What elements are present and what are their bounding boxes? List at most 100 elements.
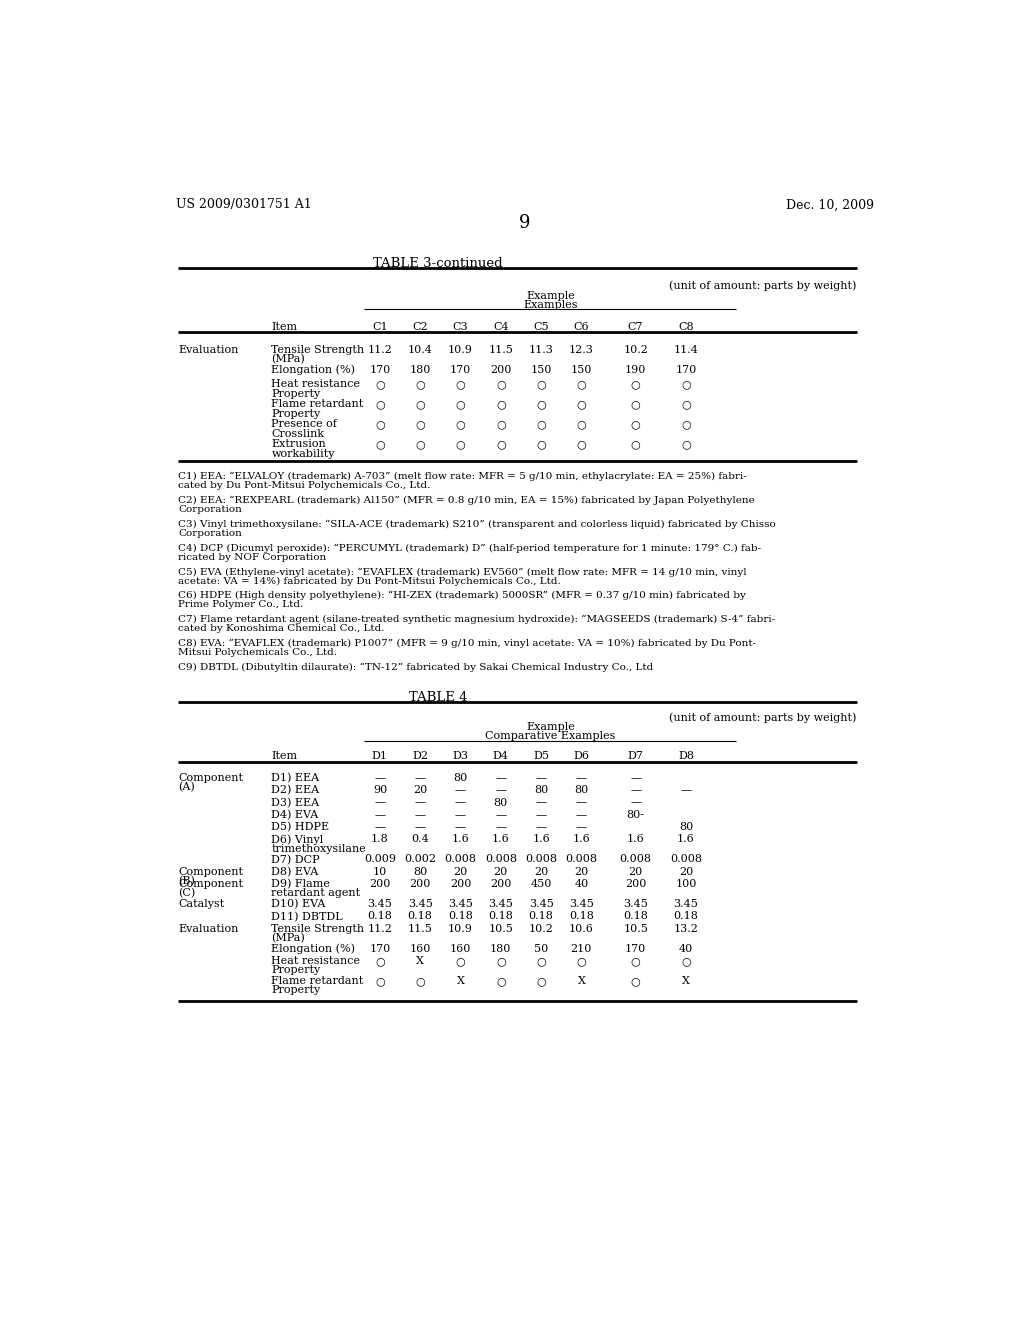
Text: 200: 200 [450,879,471,890]
Text: —: — [375,810,385,820]
Text: X: X [578,977,586,986]
Text: X: X [682,977,690,986]
Text: Dec. 10, 2009: Dec. 10, 2009 [785,198,873,211]
Text: ○: ○ [681,956,691,966]
Text: ○: ○ [631,440,640,449]
Text: ○: ○ [537,440,546,449]
Text: 0.18: 0.18 [674,911,698,921]
Text: ○: ○ [496,379,506,389]
Text: —: — [455,797,466,808]
Text: 170: 170 [370,364,390,375]
Text: 1.8: 1.8 [371,834,389,845]
Text: Extrusion: Extrusion [271,440,326,449]
Text: 0.18: 0.18 [569,911,594,921]
Text: D6: D6 [573,751,590,762]
Text: —: — [496,774,506,783]
Text: 1.6: 1.6 [677,834,695,845]
Text: 1.6: 1.6 [532,834,550,845]
Text: 20: 20 [413,785,427,795]
Text: 1.6: 1.6 [492,834,510,845]
Text: 160: 160 [450,944,471,954]
Text: Item: Item [271,322,298,331]
Text: 10.2: 10.2 [528,924,554,933]
Text: 170: 170 [625,944,646,954]
Text: —: — [575,810,587,820]
Text: —: — [415,822,426,832]
Text: Corporation: Corporation [178,506,243,513]
Text: 10.5: 10.5 [624,924,648,933]
Text: Comparative Examples: Comparative Examples [485,731,615,742]
Text: 20: 20 [534,867,548,876]
Text: US 2009/0301751 A1: US 2009/0301751 A1 [176,198,311,211]
Text: 0.18: 0.18 [408,911,432,921]
Text: C4) DCP (Dicumyl peroxide): “PERCUMYL (trademark) D” (half-period temperature fo: C4) DCP (Dicumyl peroxide): “PERCUMYL (t… [178,544,762,553]
Text: ○: ○ [577,400,587,409]
Text: D6) Vinyl: D6) Vinyl [271,834,324,845]
Text: 80: 80 [494,797,508,808]
Text: D8) EVA: D8) EVA [271,867,318,876]
Text: Tensile Strength: Tensile Strength [271,345,365,355]
Text: D11) DBTDL: D11) DBTDL [271,911,343,921]
Text: X: X [457,977,465,986]
Text: 1.6: 1.6 [572,834,590,845]
Text: 80: 80 [534,785,548,795]
Text: 20: 20 [454,867,468,876]
Text: ○: ○ [456,956,465,966]
Text: 90: 90 [373,785,387,795]
Text: Elongation (%): Elongation (%) [271,364,355,375]
Text: 180: 180 [410,364,431,375]
Text: —: — [455,822,466,832]
Text: 40: 40 [574,879,589,890]
Text: 200: 200 [490,364,511,375]
Text: Flame retardant: Flame retardant [271,400,364,409]
Text: 200: 200 [490,879,511,890]
Text: 11.4: 11.4 [674,345,698,355]
Text: D5: D5 [534,751,549,762]
Text: (B): (B) [178,876,196,886]
Text: 0.18: 0.18 [449,911,473,921]
Text: TABLE 3-continued: TABLE 3-continued [373,257,503,271]
Text: D4: D4 [493,751,509,762]
Text: Heat resistance: Heat resistance [271,379,360,389]
Text: —: — [536,774,547,783]
Text: ○: ○ [537,420,546,429]
Text: trimethoxysilane: trimethoxysilane [271,843,367,854]
Text: ○: ○ [537,400,546,409]
Text: Example: Example [526,290,574,301]
Text: —: — [375,822,385,832]
Text: 10.2: 10.2 [624,345,648,355]
Text: 150: 150 [570,364,592,375]
Text: ○: ○ [537,379,546,389]
Text: Catalyst: Catalyst [178,899,224,909]
Text: Property: Property [271,985,321,995]
Text: —: — [496,785,506,795]
Text: ○: ○ [631,956,640,966]
Text: ○: ○ [456,400,465,409]
Text: C5) EVA (Ethylene-vinyl acetate): “EVAFLEX (trademark) EV560” (melt flow rate: M: C5) EVA (Ethylene-vinyl acetate): “EVAFL… [178,568,746,577]
Text: Evaluation: Evaluation [178,924,239,933]
Text: 200: 200 [625,879,646,890]
Text: 20: 20 [679,867,693,876]
Text: Flame retardant: Flame retardant [271,977,364,986]
Text: —: — [575,822,587,832]
Text: 3.45: 3.45 [624,899,648,909]
Text: 10.6: 10.6 [569,924,594,933]
Text: 0.4: 0.4 [412,834,429,845]
Text: ○: ○ [577,956,587,966]
Text: (A): (A) [178,781,196,792]
Text: 9: 9 [519,214,530,232]
Text: 3.45: 3.45 [528,899,554,909]
Text: —: — [455,785,466,795]
Text: ○: ○ [456,440,465,449]
Text: —: — [496,810,506,820]
Text: acetate: VA = 14%) fabricated by Du Pont-Mitsui Polychemicals Co., Ltd.: acetate: VA = 14%) fabricated by Du Pont… [178,577,561,586]
Text: C8: C8 [678,322,694,331]
Text: Crosslink: Crosslink [271,429,325,438]
Text: ○: ○ [681,400,691,409]
Text: C2: C2 [413,322,428,331]
Text: Item: Item [271,751,298,762]
Text: workability: workability [271,449,335,458]
Text: Evaluation: Evaluation [178,345,239,355]
Text: 3.45: 3.45 [449,899,473,909]
Text: D7: D7 [628,751,643,762]
